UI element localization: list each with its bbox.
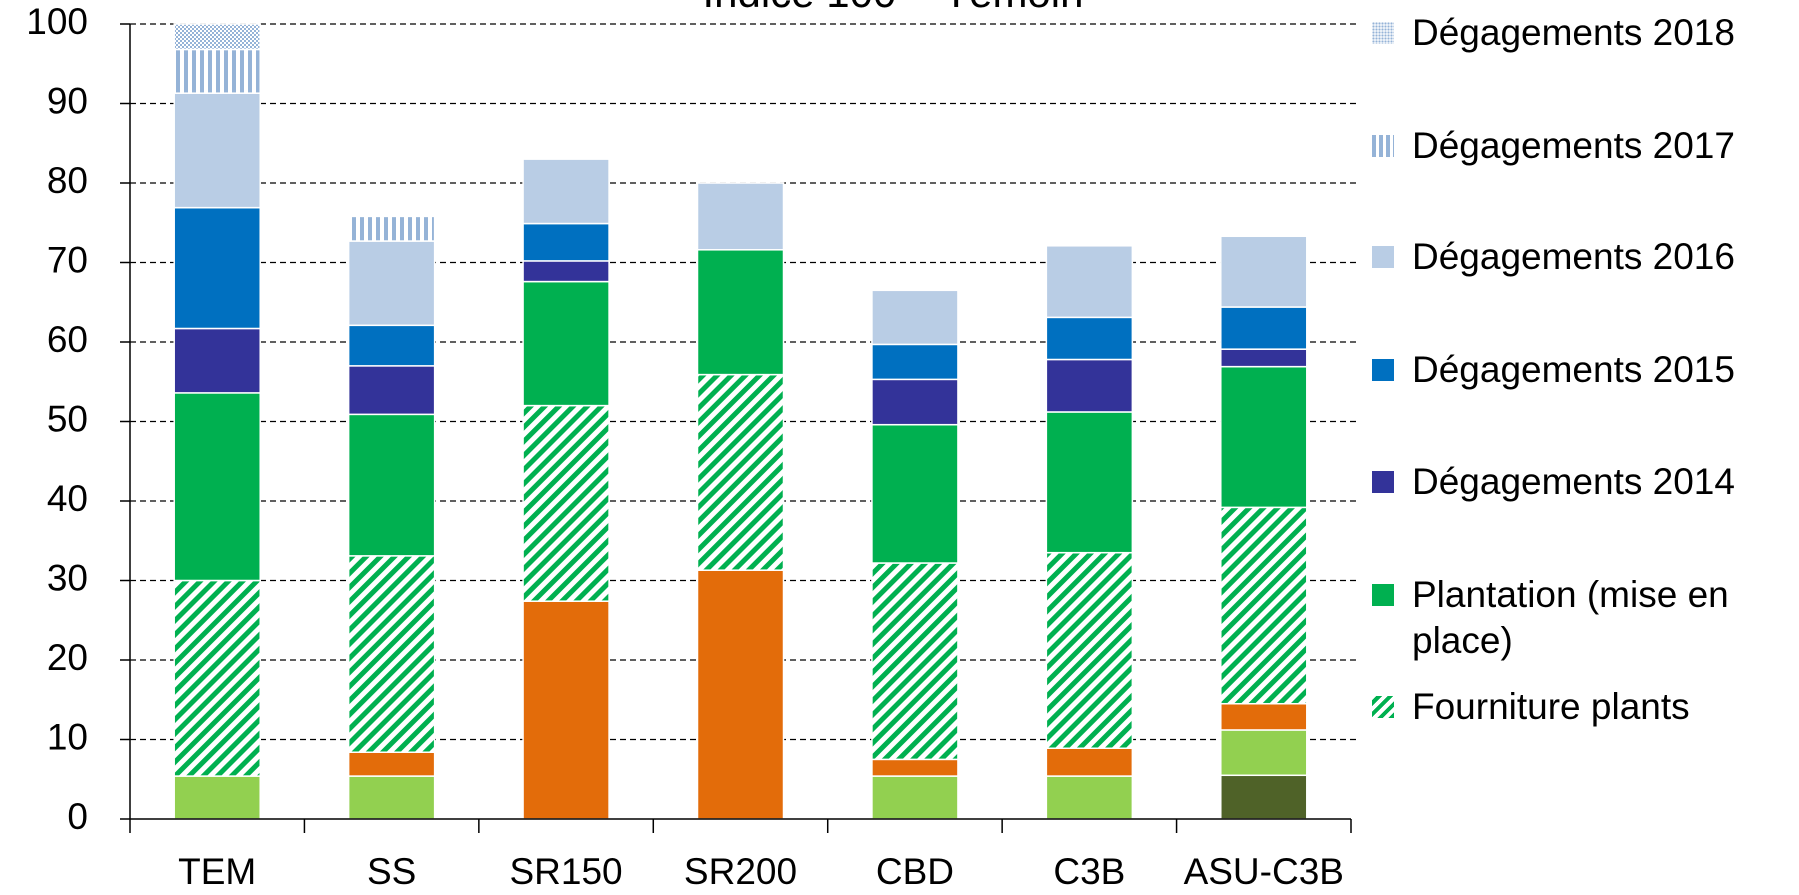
x-tick-label: TEM	[178, 851, 256, 892]
bar-segment	[871, 378, 959, 426]
bar-segment	[1220, 506, 1308, 705]
bar-segment	[1045, 775, 1134, 820]
y-tick-label: 70	[47, 239, 88, 280]
legend-label: Plantation (mise en place)	[1412, 574, 1729, 661]
bar-segment	[871, 343, 959, 381]
bar-segment	[1220, 774, 1308, 820]
bar-segment	[871, 758, 959, 777]
bar-segment	[522, 280, 610, 407]
bar-segment	[173, 23, 261, 51]
bar-segment	[347, 324, 436, 367]
bar-segment	[696, 373, 785, 571]
legend-entry: Dégagements 2016	[1372, 234, 1797, 280]
legend-swatch	[1372, 696, 1394, 718]
legend-label: Dégagements 2015	[1412, 349, 1735, 390]
y-tick-label: 0	[67, 796, 88, 837]
bar-segment	[173, 206, 261, 330]
bar-segment	[871, 562, 959, 761]
bar-segment	[1045, 411, 1134, 554]
bar-segment	[347, 555, 436, 753]
bar-segment	[1220, 702, 1308, 731]
bar-segment	[522, 260, 610, 283]
bar-segment	[173, 48, 261, 94]
legend-swatch	[1372, 359, 1394, 381]
x-tick-label: CBD	[876, 851, 954, 892]
bar-segment	[347, 240, 436, 327]
y-tick-label: 50	[47, 398, 88, 439]
bar-segment	[871, 775, 959, 820]
bar-segment	[1045, 358, 1134, 413]
x-tick-label: SR150	[510, 851, 623, 892]
x-tick-label: ASU-C3B	[1184, 851, 1344, 892]
bar-segment	[173, 775, 261, 820]
bar-segment	[1220, 365, 1308, 509]
legend-label: Dégagements 2017	[1412, 125, 1735, 166]
legend-swatch	[1372, 471, 1394, 493]
bar-segment	[347, 751, 436, 777]
bar-segment	[173, 579, 261, 777]
legend-swatch	[1372, 22, 1394, 44]
x-tick-label: SS	[367, 851, 416, 892]
legend-entry: Dégagements 2017	[1372, 123, 1797, 169]
bar-segment	[1045, 316, 1134, 361]
x-tick-label: SR200	[684, 851, 797, 892]
legend-entry: Dégagements 2014	[1372, 459, 1797, 505]
chart-title: Indice 100 = Témoin	[703, 0, 1084, 16]
y-tick-label: 80	[47, 160, 88, 201]
bar-segment	[871, 423, 959, 564]
bar-segment	[1220, 348, 1308, 368]
bar-segment	[347, 215, 436, 242]
bar-segment	[173, 327, 261, 394]
legend-swatch	[1372, 584, 1394, 606]
y-tick-label: 90	[47, 80, 88, 121]
legend-swatch	[1372, 135, 1394, 157]
bar-segment	[1045, 747, 1134, 777]
bar-segment	[1220, 306, 1308, 350]
x-tick-label: C3B	[1053, 851, 1125, 892]
bar-segment	[871, 289, 959, 346]
y-tick-label: 30	[47, 557, 88, 598]
legend-label: Dégagements 2018	[1412, 12, 1735, 53]
legend-label: Dégagements 2014	[1412, 461, 1735, 502]
legend-swatch	[1372, 246, 1394, 268]
bar-segment	[522, 222, 610, 262]
bar-segment	[1220, 235, 1308, 308]
bar-segment	[1045, 551, 1134, 749]
legend-entry: Plantation (mise en place)	[1372, 572, 1797, 664]
bar-segment	[696, 182, 785, 251]
legend-entry: Dégagements 2018	[1372, 10, 1797, 56]
y-tick-label: 20	[47, 637, 88, 678]
bar-segment	[347, 775, 436, 820]
bar-segment	[347, 413, 436, 557]
bar-segment	[173, 392, 261, 582]
y-tick-label: 60	[47, 319, 88, 360]
legend-entry: Dégagements 2015	[1372, 347, 1797, 393]
bar-segment	[522, 404, 610, 602]
bar-segment	[522, 600, 610, 820]
y-tick-label: 10	[47, 716, 88, 757]
bar-segment	[696, 569, 785, 820]
bar-segment	[696, 249, 785, 376]
legend-entry: Fourniture plants	[1372, 684, 1797, 730]
bar-segment	[1220, 729, 1308, 777]
bar-segment	[347, 365, 436, 416]
bar-segment	[522, 158, 610, 225]
bar-segment	[1045, 245, 1134, 319]
bar-segment	[173, 92, 261, 209]
y-tick-label: 100	[26, 1, 88, 42]
y-tick-label: 40	[47, 478, 88, 519]
legend-label: Fourniture plants	[1412, 686, 1690, 727]
legend-label: Dégagements 2016	[1412, 236, 1735, 277]
